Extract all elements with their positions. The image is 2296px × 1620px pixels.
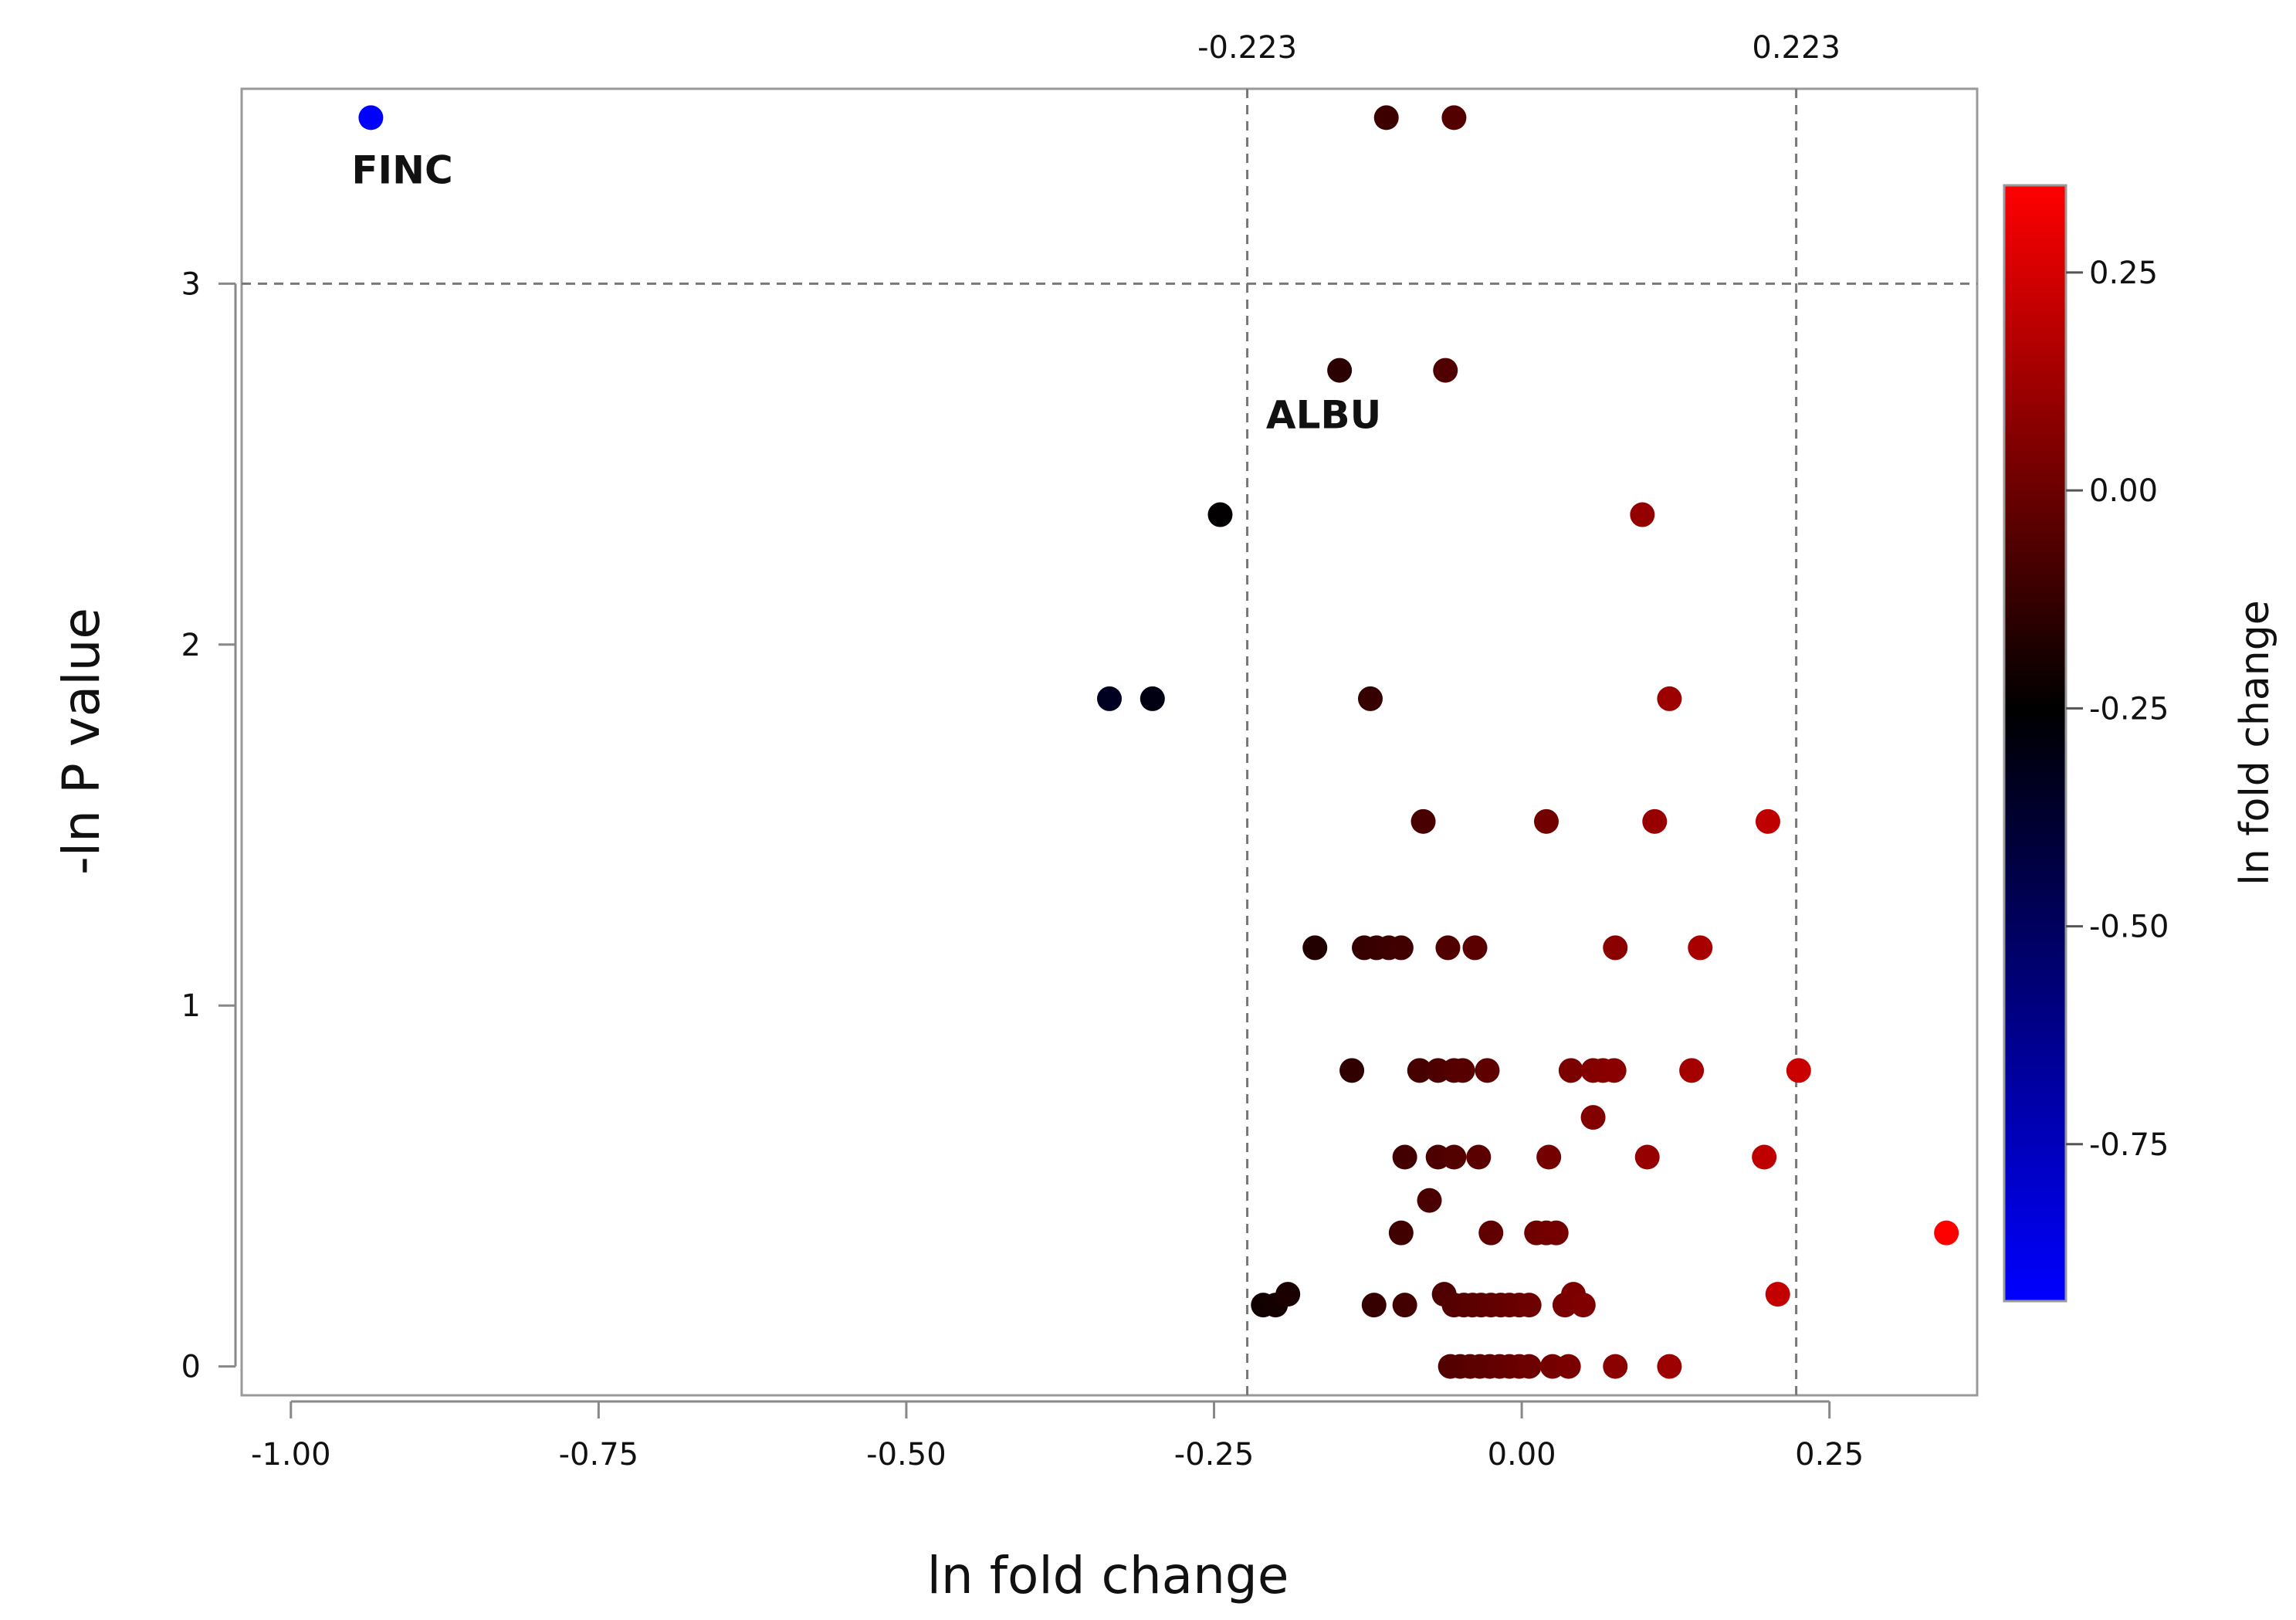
- data-point: [1556, 1354, 1581, 1379]
- x-tick-label: -0.50: [866, 1437, 947, 1473]
- data-point: [1417, 1188, 1442, 1213]
- data-point: [1407, 1058, 1432, 1083]
- data-point: [1357, 686, 1383, 711]
- y-tick-label: 3: [181, 266, 201, 302]
- x-tick-label: 0.25: [1795, 1437, 1864, 1473]
- data-point: [1441, 1144, 1467, 1170]
- data-point: [1140, 686, 1165, 711]
- y-axis-title: -ln P value: [52, 608, 111, 875]
- data-point: [1339, 1058, 1365, 1083]
- data-point: [1536, 1144, 1562, 1170]
- data-point: [1657, 1354, 1682, 1379]
- data-point: [1752, 1144, 1777, 1170]
- y-tick-label: 0: [181, 1350, 201, 1385]
- reference-lines: [242, 89, 1977, 1395]
- data-point: [1361, 1293, 1387, 1318]
- data-point: [1679, 1058, 1705, 1083]
- data-point: [1207, 502, 1233, 527]
- x-axis-title: ln fold change: [927, 1546, 1289, 1605]
- data-point: [1934, 1220, 1959, 1246]
- data-point: [1570, 1293, 1596, 1318]
- x-tick-label: 0.00: [1488, 1437, 1556, 1473]
- data-point: [1603, 935, 1628, 961]
- data-point: [1786, 1058, 1811, 1083]
- data-point: [1601, 1058, 1627, 1083]
- data-point: [1657, 686, 1682, 711]
- data-point: [1580, 1105, 1606, 1130]
- data-point: [1533, 808, 1559, 834]
- data-point: [1688, 935, 1713, 961]
- colorbar-tick-label: 0.25: [2089, 256, 2158, 291]
- data-point: [1516, 1293, 1542, 1318]
- x-tick-label: -0.25: [1174, 1437, 1255, 1473]
- data-point: [1558, 1058, 1583, 1083]
- data-point: [1466, 1144, 1492, 1170]
- data-point: [1634, 1144, 1660, 1170]
- colorbar-tick-label: -0.50: [2089, 910, 2169, 945]
- data-point: [1327, 358, 1353, 383]
- data-point: [1642, 808, 1668, 834]
- colorbar: [2003, 184, 2067, 1303]
- point-annotation-label: ALBU: [1266, 393, 1381, 438]
- plot-area-frame: [240, 87, 1979, 1397]
- data-point: [1462, 935, 1488, 961]
- data-point: [1392, 1144, 1417, 1170]
- data-point: [1435, 935, 1461, 961]
- y-tick-label: 2: [181, 628, 201, 663]
- colorbar-title: ln fold change: [2232, 600, 2278, 885]
- data-point: [1302, 935, 1328, 961]
- data-point: [1433, 358, 1458, 383]
- data-point: [1410, 808, 1436, 834]
- data-point: [1450, 1058, 1475, 1083]
- data-point: [1516, 1354, 1542, 1379]
- data-point: [1765, 1282, 1790, 1307]
- data-point: [1478, 1220, 1504, 1246]
- colorbar-tick-label: 0.00: [2089, 473, 2158, 509]
- point-annotations: FINC ALBU: [351, 147, 1381, 437]
- y-axis: 0 1 2 3: [181, 266, 237, 1385]
- scatter-points: [358, 105, 1959, 1379]
- data-point: [1543, 1220, 1569, 1246]
- data-point: [1441, 105, 1467, 130]
- data-point: [1392, 1293, 1417, 1318]
- x-tick-label: -1.00: [251, 1437, 331, 1473]
- data-point: [1275, 1282, 1301, 1307]
- point-annotation-label: FINC: [351, 147, 452, 192]
- data-point: [358, 105, 384, 130]
- reference-line-labels: -0.223 0.223: [1197, 30, 1841, 66]
- colorbar-ticks: 0.25 0.00 -0.25 -0.50 -0.75: [2066, 256, 2169, 1163]
- data-point: [1388, 935, 1414, 961]
- data-point: [1388, 1220, 1414, 1246]
- data-point: [1603, 1354, 1628, 1379]
- x-tick-label: -0.75: [559, 1437, 639, 1473]
- reference-line-label: -0.223: [1197, 30, 1297, 66]
- x-axis: -1.00 -0.75 -0.50 -0.25 0.00 0.25: [251, 1400, 1864, 1473]
- reference-line-label: 0.223: [1752, 30, 1841, 66]
- colorbar-tick-label: -0.75: [2089, 1127, 2169, 1163]
- data-point: [1630, 502, 1655, 527]
- colorbar-tick-label: -0.25: [2089, 691, 2169, 727]
- data-point: [1373, 105, 1399, 130]
- data-point: [1755, 808, 1780, 834]
- data-point: [1475, 1058, 1500, 1083]
- data-point: [1097, 686, 1122, 711]
- y-tick-label: 1: [181, 988, 201, 1024]
